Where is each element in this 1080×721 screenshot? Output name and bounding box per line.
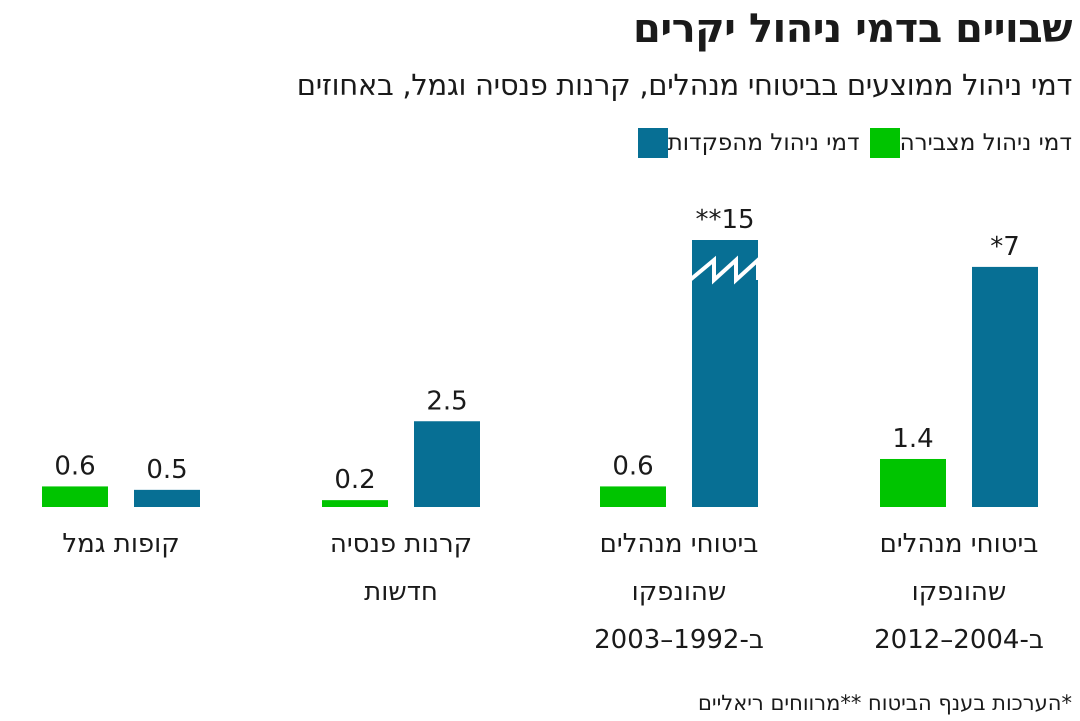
chart-title: שבויים בדמי ניהול יקרים xyxy=(632,6,1073,52)
bar-deposit-0 xyxy=(972,266,1038,507)
legend-item-deposit: דמי ניהול מהפקדות xyxy=(628,128,860,158)
data-label-accumulation-3: 0.6 xyxy=(54,451,95,481)
legend: דמי ניהול מהפקדות דמי ניהול מצבירה xyxy=(552,126,1072,160)
data-label-deposit-0: *7 xyxy=(990,232,1020,262)
axis-break-mark-1 xyxy=(688,255,760,285)
category-label-2-1: חדשות xyxy=(364,577,438,607)
category-label-0-0: ביטוחי מנהלים xyxy=(880,529,1039,559)
bar-accumulation-1 xyxy=(600,486,666,507)
bar-deposit-2 xyxy=(414,421,480,507)
category-label-3-0: קופות גמל xyxy=(62,529,179,559)
legend-swatch-accumulation xyxy=(869,128,900,158)
bar-accumulation-2 xyxy=(322,500,388,507)
category-label-0-2: ב-2004–2012 xyxy=(874,625,1044,655)
legend-swatch-deposit xyxy=(637,128,668,158)
bar-accumulation-3 xyxy=(42,486,108,507)
footnote: *הערכות בענף הביטוח **מרווחים ריאליים xyxy=(697,691,1072,715)
chart-subtitle: דמי ניהול ממוצעים בביטוחי מנהלים, קרנות … xyxy=(296,68,1073,102)
data-label-deposit-1: **15 xyxy=(695,205,754,235)
data-label-accumulation-1: 0.6 xyxy=(612,451,653,481)
bar-deposit-1 xyxy=(692,240,758,507)
category-label-1-1: שהונפקו xyxy=(632,577,727,607)
legend-item-accumulation: דמי ניהול מצבירה xyxy=(860,128,1072,158)
bar-accumulation-0 xyxy=(880,458,946,507)
legend-label-deposit: דמי ניהול מהפקדות xyxy=(667,130,860,156)
category-label-1-0: ביטוחי מנהלים xyxy=(600,529,759,559)
data-label-deposit-2: 2.5 xyxy=(426,386,467,416)
bar-deposit-3 xyxy=(134,489,200,507)
data-label-accumulation-2: 0.2 xyxy=(334,465,375,495)
category-label-0-1: שהונפקו xyxy=(912,577,1007,607)
data-label-accumulation-0: 1.4 xyxy=(892,424,933,454)
data-label-deposit-3: 0.5 xyxy=(146,455,187,485)
category-label-2-0: קרנות פנסיה xyxy=(330,529,472,559)
category-label-1-2: ב-1992–2003 xyxy=(594,625,764,655)
legend-label-accumulation: דמי ניהול מצבירה xyxy=(899,130,1072,156)
